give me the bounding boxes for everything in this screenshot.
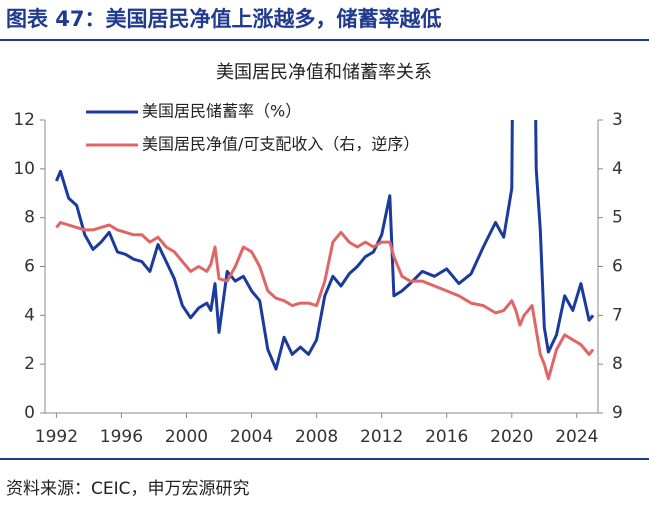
y2-tick-label: 5 — [612, 208, 623, 228]
x-tick-label: 2008 — [295, 427, 338, 447]
plot-area — [55, 120, 595, 381]
x-tick-label: 2004 — [230, 427, 273, 447]
chart-title: 美国居民净值和储蓄率关系 — [216, 62, 432, 83]
y-tick-label: 12 — [13, 110, 35, 130]
y-tick-label: 2 — [24, 354, 35, 374]
x-tick-label: 2016 — [425, 427, 468, 447]
legend-label: 美国居民净值/可支配收入（右，逆序） — [142, 135, 419, 154]
y2-tick-label: 3 — [612, 110, 623, 130]
x-tick-label: 2012 — [360, 427, 403, 447]
y-tick-label: 8 — [24, 208, 35, 228]
y-tick-label: 0 — [24, 403, 35, 423]
legend-label: 美国居民储蓄率（%） — [142, 102, 301, 121]
y-tick-label: 6 — [24, 257, 35, 277]
y2-tick-label: 7 — [612, 305, 623, 325]
source: 资料来源：CEIC，申万宏源研究 — [6, 479, 250, 499]
y-tick-label: 10 — [13, 159, 35, 179]
x-tick-label: 1996 — [100, 427, 143, 447]
x-tick-label: 2024 — [555, 427, 598, 447]
header: 图表 47：美国居民净值上涨越多，储蓄率越低 — [6, 7, 442, 31]
y-tick-label: 4 — [24, 305, 35, 325]
x-tick-label: 2000 — [165, 427, 208, 447]
y2-tick-label: 9 — [612, 403, 623, 423]
y2-tick-label: 8 — [612, 354, 623, 374]
y2-tick-label: 6 — [612, 257, 623, 277]
data-line — [55, 221, 595, 381]
x-tick-label: 2020 — [490, 427, 533, 447]
x-tick-label: 1992 — [35, 427, 78, 447]
data-line — [55, 120, 595, 371]
y2-tick-label: 4 — [612, 159, 623, 179]
